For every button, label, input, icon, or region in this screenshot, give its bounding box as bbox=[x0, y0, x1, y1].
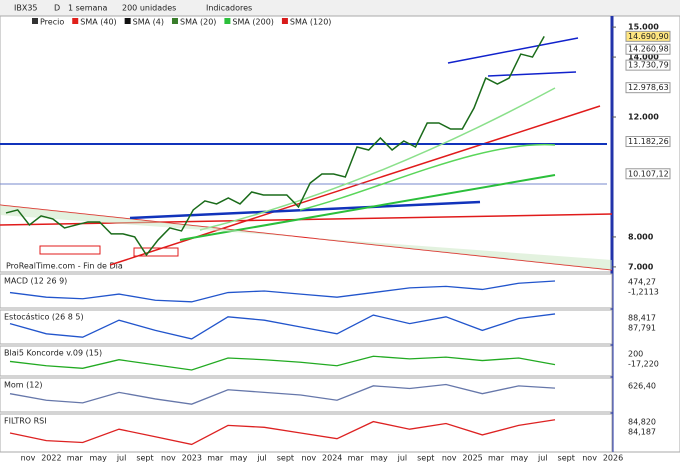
x-tick-label: jul bbox=[537, 454, 548, 463]
x-tick-label: sept bbox=[136, 454, 153, 463]
y-tick-label: 15.000 bbox=[628, 23, 659, 32]
y-tick-label: 8.000 bbox=[628, 232, 654, 241]
panel-value: -1,2113 bbox=[628, 288, 659, 297]
level-box bbox=[625, 43, 671, 55]
panel-label: FILTRO RSI bbox=[4, 417, 47, 426]
indicator-line bbox=[9, 313, 556, 340]
panel-value: 84,187 bbox=[628, 428, 656, 437]
x-tick-label: 2023 bbox=[182, 454, 202, 463]
panel-label: MACD (12 26 9) bbox=[4, 277, 67, 286]
trendline bbox=[447, 37, 579, 64]
legend-swatch bbox=[281, 18, 288, 24]
x-tick-label: mar bbox=[207, 454, 224, 463]
level-box bbox=[625, 30, 671, 42]
x-tick-label: nov bbox=[21, 454, 36, 463]
y-tick-label: 12.000 bbox=[628, 113, 659, 122]
indicator-line bbox=[9, 355, 556, 371]
x-tick-label: 2025 bbox=[462, 454, 482, 463]
panel-label: Mom (12) bbox=[4, 381, 43, 390]
x-tick-label: may bbox=[370, 454, 388, 463]
x-tick-label: jul bbox=[116, 454, 127, 463]
level-box bbox=[625, 168, 671, 180]
x-tick-label: sept bbox=[417, 454, 434, 463]
indicator-line bbox=[9, 419, 556, 446]
x-tick-label: jul bbox=[256, 454, 267, 463]
x-tick-label: mar bbox=[488, 454, 505, 463]
level-box bbox=[625, 59, 671, 71]
legend-swatch bbox=[224, 18, 231, 24]
price-line bbox=[5, 35, 545, 257]
x-tick-label: nov bbox=[442, 454, 457, 463]
legend-swatch bbox=[124, 18, 131, 24]
legend-swatch bbox=[32, 18, 38, 24]
panel-value: 84,820 bbox=[628, 418, 656, 427]
legend-entry: Precio bbox=[40, 18, 64, 27]
panel-value: -17,220 bbox=[628, 360, 659, 369]
panel-value: 87,791 bbox=[628, 324, 656, 333]
sma bbox=[299, 143, 556, 211]
x-tick-label: may bbox=[230, 454, 248, 463]
level-label: 14.690,90 bbox=[628, 32, 669, 41]
panel-label-bg bbox=[2, 348, 112, 357]
indicator-line bbox=[9, 280, 556, 303]
x-tick-label: mar bbox=[348, 454, 365, 463]
x-tick-label: 2026 bbox=[603, 454, 623, 463]
toolbar bbox=[0, 0, 680, 16]
level-label: 13.730,79 bbox=[628, 61, 669, 70]
panel-value: 626,40 bbox=[628, 382, 656, 391]
panel-label-bg bbox=[2, 312, 112, 321]
x-tick-label: 2022 bbox=[41, 454, 61, 463]
legend-entry: SMA (200) bbox=[232, 18, 274, 27]
units[interactable]: 200 unidades bbox=[122, 4, 176, 13]
level-label: 12.978,63 bbox=[628, 83, 669, 92]
trendline bbox=[0, 213, 613, 226]
level-box bbox=[625, 82, 671, 94]
indicators[interactable]: Indicadores bbox=[206, 4, 252, 13]
x-tick-label: jul bbox=[397, 454, 408, 463]
box bbox=[39, 245, 101, 255]
legend-entry: SMA (40) bbox=[80, 18, 116, 27]
box bbox=[133, 247, 179, 257]
level-box bbox=[625, 136, 671, 148]
panel-value: 200 bbox=[628, 350, 643, 359]
level-label: 11.182,26 bbox=[628, 137, 669, 146]
indicator-line bbox=[9, 383, 556, 405]
x-tick-label: sept bbox=[277, 454, 294, 463]
watermark: ProRealTime.com - Fin de Día bbox=[6, 262, 123, 271]
panel-label: Estocástico (26 8 5) bbox=[4, 313, 84, 322]
trendline bbox=[129, 200, 481, 220]
sma bbox=[199, 87, 556, 231]
level-label: 14.260,98 bbox=[628, 45, 669, 54]
legend-swatch bbox=[171, 18, 178, 24]
panel-value: 88,417 bbox=[628, 314, 656, 323]
level-label: 10.107,12 bbox=[628, 169, 669, 178]
legend-swatch bbox=[72, 18, 79, 24]
zone bbox=[0, 205, 612, 270]
d-button[interactable]: D bbox=[54, 4, 60, 13]
symbol[interactable]: IBX35 bbox=[14, 4, 38, 13]
x-tick-label: may bbox=[89, 454, 107, 463]
x-tick-label: nov bbox=[161, 454, 176, 463]
panel-label-bg bbox=[2, 416, 112, 425]
legend-entry: SMA (4) bbox=[133, 18, 164, 27]
x-tick-label: nov bbox=[582, 454, 597, 463]
panel-label-bg bbox=[2, 276, 112, 285]
x-tick-label: may bbox=[511, 454, 529, 463]
x-tick-label: 2024 bbox=[322, 454, 342, 463]
panel-label: Blai5 Koncorde v.09 (15) bbox=[4, 349, 102, 358]
trendline bbox=[487, 71, 577, 77]
legend-entry: SMA (120) bbox=[290, 18, 332, 27]
y-tick-label: 14.000 bbox=[628, 53, 659, 62]
x-tick-label: nov bbox=[301, 454, 316, 463]
legend-entry: SMA (20) bbox=[180, 18, 216, 27]
panel-value: 474,27 bbox=[628, 278, 656, 287]
x-tick-label: sept bbox=[558, 454, 575, 463]
y-tick-label: 7.000 bbox=[628, 262, 654, 271]
period[interactable]: 1 semana bbox=[68, 4, 107, 13]
panel-label-bg bbox=[2, 380, 112, 389]
x-tick-label: mar bbox=[67, 454, 84, 463]
